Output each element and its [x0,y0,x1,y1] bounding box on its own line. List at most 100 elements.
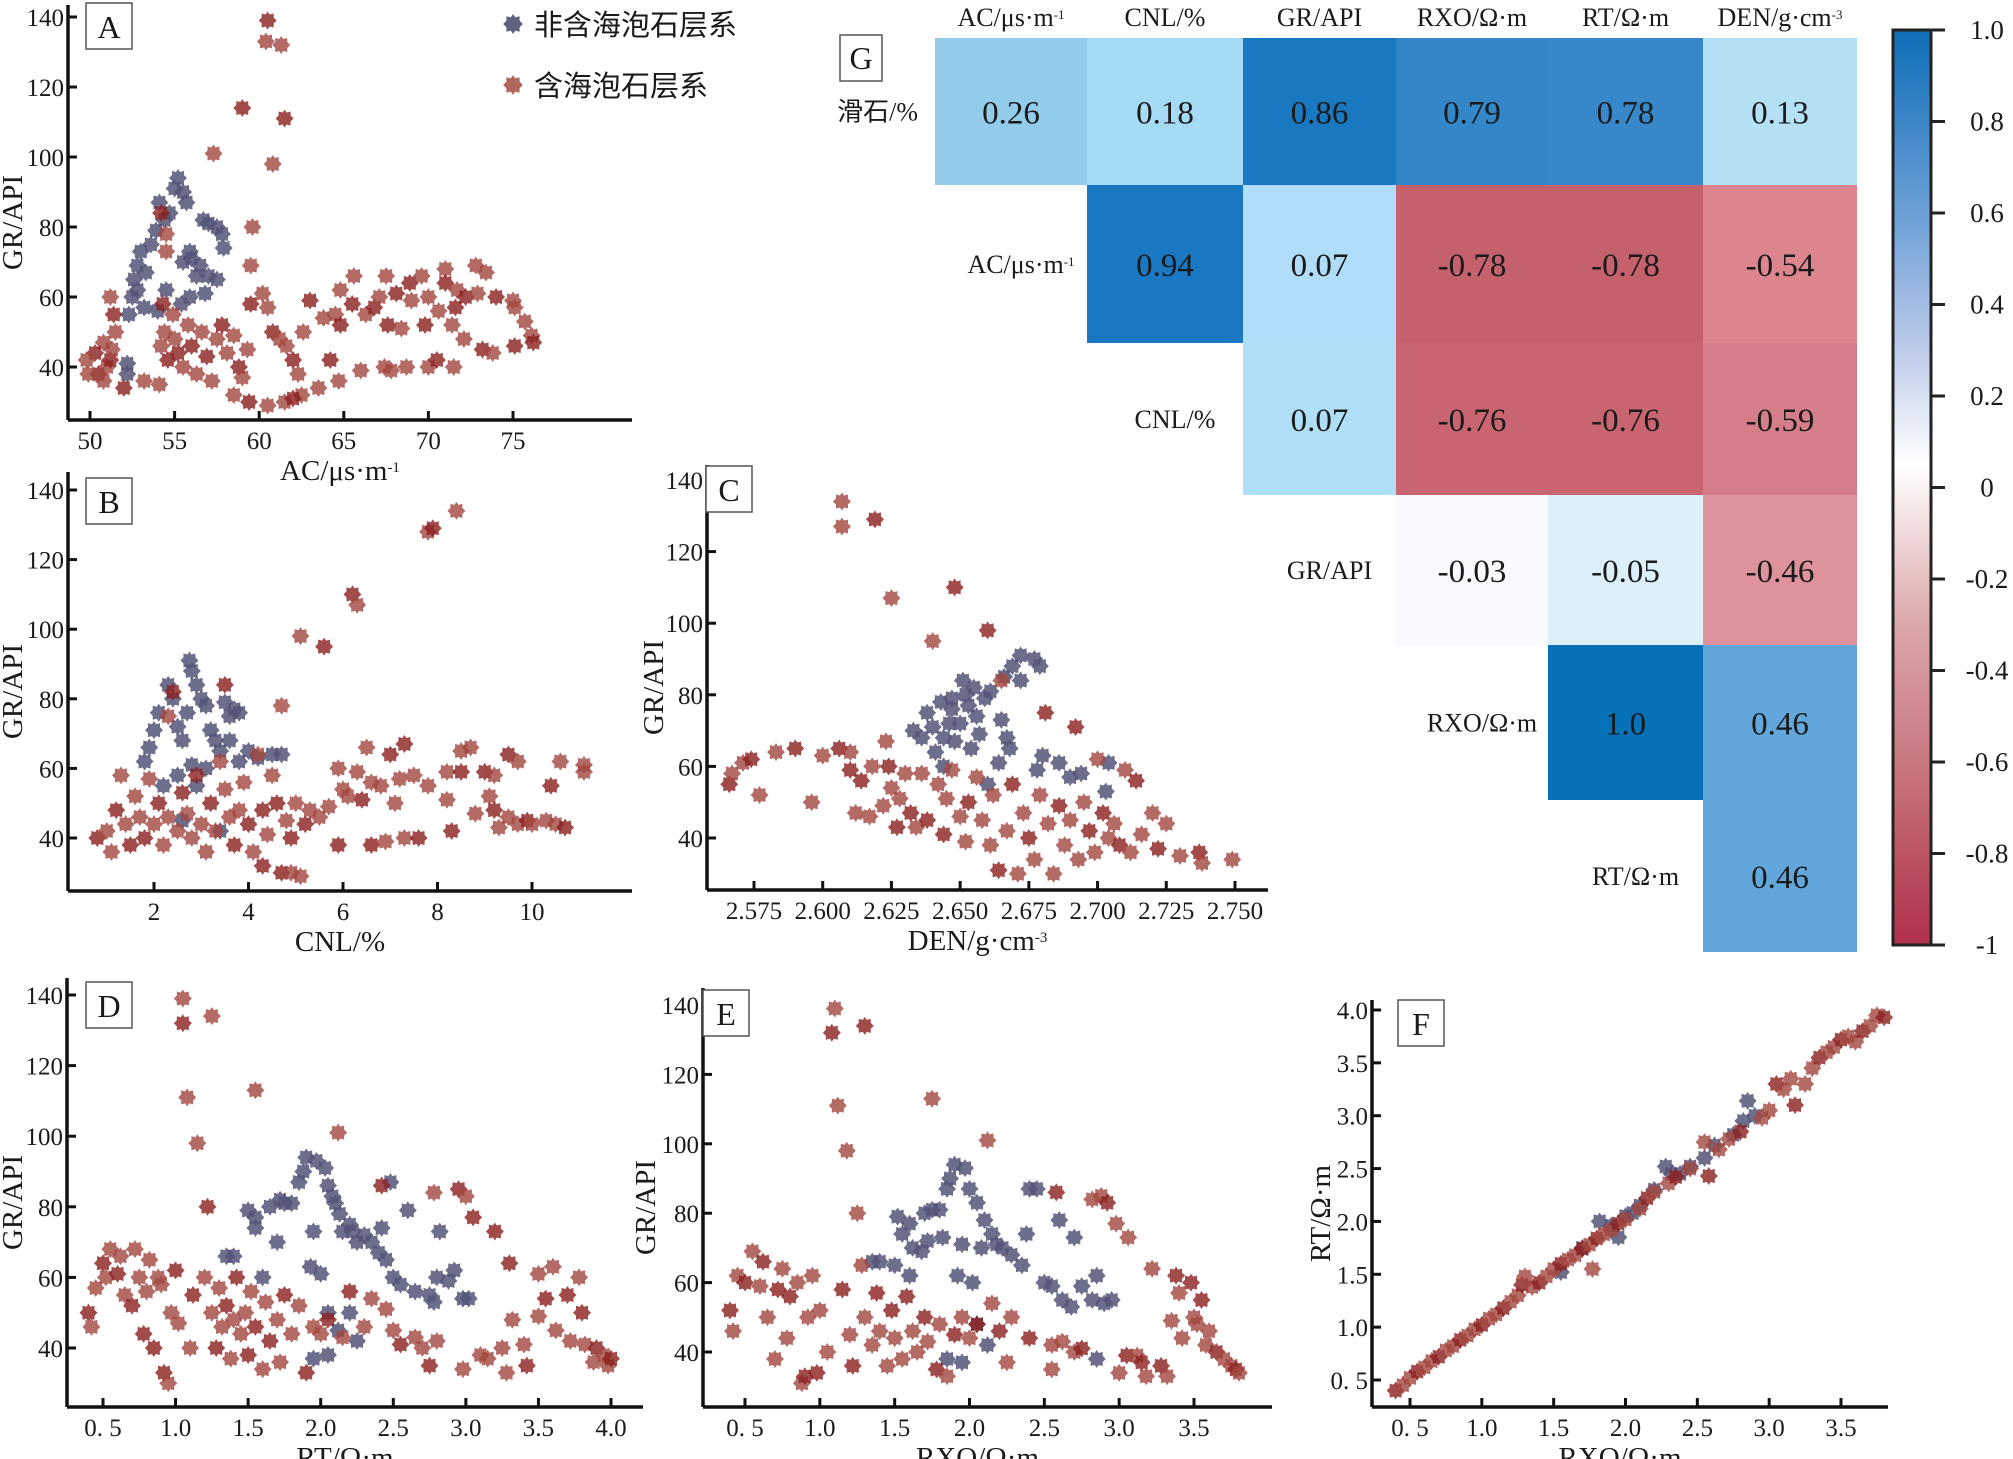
data-point [765,1349,784,1368]
data-point [1132,825,1151,844]
scatter-points [1386,1006,1894,1400]
x-tick-label: 2.650 [932,898,988,925]
data-point [948,1266,967,1285]
data-point [196,284,215,303]
data-point [825,999,844,1018]
data-point [224,386,243,404]
data-point [1014,803,1033,822]
y-tick-label: 100 [27,145,65,172]
colorbar-tick-label: -0.2 [1966,564,2009,594]
x-tick-label: 8 [431,899,444,926]
heatmap-cell [1548,343,1703,495]
x-axis-title: DEN/g·cm-3 [908,925,1048,957]
data-point [79,1303,98,1322]
data-point [234,773,253,792]
data-point [558,1286,577,1305]
data-point [343,295,362,313]
data-point [978,621,997,640]
data-point [104,305,123,324]
data-point [1050,1211,1069,1230]
y-tick-label: 120 [666,540,704,567]
data-point [188,1134,207,1153]
heatmap-cell-value: -0.05 [1591,554,1660,590]
data-point [803,1266,822,1285]
data-point [218,344,237,362]
colorbar-tick-label: -1 [1976,930,1999,960]
scatter-panel-a: 50 55 60 65 70 75 40 60 80 100 120 140 AC/μs·m-1 GR/A… [0,2,632,487]
data-point [870,1322,889,1341]
data-point [377,1300,396,1319]
data-point [239,1346,258,1365]
panel-label: C [718,472,739,508]
x-tick-label: 2.5 [1682,1415,1713,1442]
data-point [348,762,367,781]
colorbar: 1.0 0.8 0.6 0.4 0.2 0 -0.2 -0.4 -0.6 -0.8 -1 [1891,15,2009,960]
data-point [758,1308,777,1327]
x-tick-label: 50 [78,428,103,455]
data-point [493,1339,512,1357]
data-point [1149,839,1168,858]
data-point [1162,1311,1181,1330]
data-point [777,1329,796,1348]
y-tick-label: 2.5 [1337,1157,1368,1184]
scatter-panel-c: 2.575 2.600 2.625 2.650 2.675 2.700 2.725 2.750… [638,465,1268,957]
heatmap-cell [1703,185,1857,343]
data-point [1033,746,1052,765]
x-tick-label: 2 [148,899,161,926]
colorbar-tick-label: 0.2 [1970,381,2004,411]
panel-label: A [97,9,120,45]
y-tick-label: 60 [39,756,64,783]
data-point [384,1321,403,1340]
data-point [1173,1329,1192,1348]
data-point [150,375,169,394]
heatmap-cell-value: 0.79 [1443,96,1501,132]
heatmap-cell [1703,38,1857,185]
colorbar-tick-label: -0.6 [1966,747,2009,777]
data-point [202,372,221,390]
y-axis-title: GR/API [0,1155,29,1250]
data-point [154,835,173,854]
heatmap-cell [1703,495,1857,645]
series-sepiolite [1386,1006,1894,1400]
x-tick-label: 10 [520,899,545,926]
heatmap-cell [1396,38,1548,185]
data-point [304,1349,323,1368]
panel-label-box [85,981,133,1029]
y-axis-title: GR/API [630,1160,662,1255]
data-point [102,842,121,861]
y-tick-label: 80 [678,683,703,710]
data-point [1039,814,1058,833]
data-point [848,1204,867,1223]
data-point [195,1268,214,1287]
data-point [404,766,423,785]
scatter-panel-e: 0. 5 1.0 1.5 2.0 2.5 3.0 3.5 40 60 80 100 120 140 RXO… [630,988,1272,1459]
data-point [243,218,262,236]
heatmap-row: AC/μs·m-1 0.94 0.07 -0.78 -0.78 -0.54 [967,185,1857,343]
heatmap-cell [1396,495,1548,645]
data-point [444,358,463,376]
x-tick-label: 2.625 [863,898,919,925]
y-tick-label: 1.0 [1337,1315,1368,1342]
x-tick-label: 75 [501,428,526,455]
heatmap-column-label: RXO/Ω·m [1417,3,1527,32]
y-axis-title: GR/API [0,644,29,739]
data-point [207,330,226,348]
heatmap-cell-value: 0.18 [1136,96,1194,132]
data-point [157,242,176,261]
y-tick-label: 80 [38,1195,63,1222]
data-point [546,1321,565,1340]
data-point [118,365,137,383]
data-point [378,316,397,334]
y-tick-label: 40 [678,826,703,853]
data-point [348,1331,366,1350]
data-point [1061,811,1080,830]
data-point [990,1322,1009,1341]
data-point [934,825,953,844]
x-tick-label: 3.0 [1754,1415,1785,1442]
heatmap-cell [1087,185,1243,343]
colorbar-tick-label: 0.8 [1970,107,2004,137]
data-point [315,637,334,656]
x-tick-label: 65 [331,428,356,455]
colorbar-tick-label: 1.0 [1970,15,2004,45]
x-tick-label: 2.0 [1610,1415,1641,1442]
